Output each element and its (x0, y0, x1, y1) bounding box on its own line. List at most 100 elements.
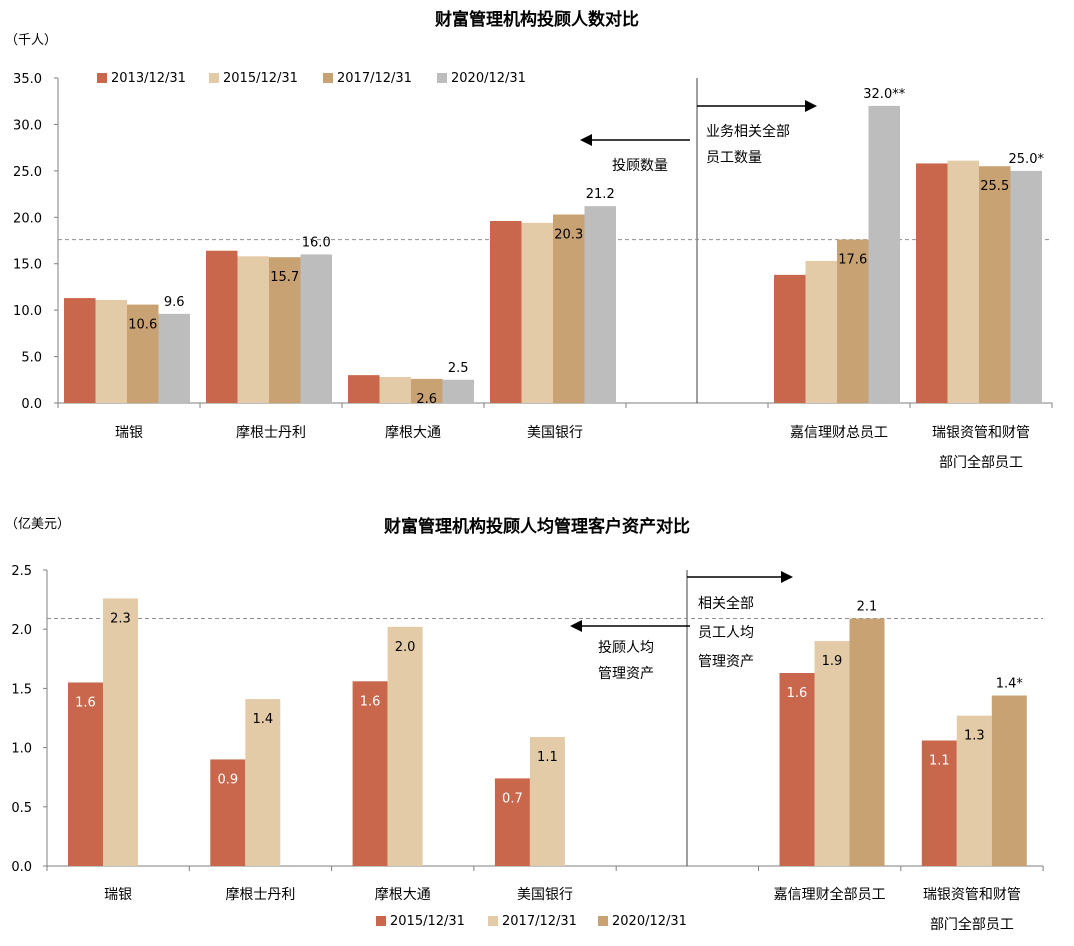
category-label: 瑞银资管和财管 (923, 887, 1021, 903)
bar-2020-12-31-cat6 (1010, 170, 1042, 403)
bar-2015-12-31-cat0 (95, 299, 127, 403)
y-tick-label: 25.0 (13, 165, 42, 180)
bar-2020-12-31-cat1 (300, 254, 332, 403)
data-label: 9.6 (164, 295, 185, 310)
legend-swatch (437, 73, 447, 83)
data-label: 20.3 (554, 228, 583, 243)
bar-2015-12-31-cat0 (68, 682, 103, 866)
chart2-plot: 0.0 0.5 1.0 1.5 2.0 2.5 1.6 2.3 0.9 1.4 1.6 2.0 0.7 1… (11, 564, 1044, 933)
legend-swatch (97, 73, 107, 83)
bar-2015-12-31-cat6 (947, 160, 979, 403)
right-arrow-head-icon (781, 571, 793, 583)
y-tick-label: 20.0 (13, 211, 42, 226)
data-label: 2.0 (395, 640, 416, 655)
legend-label: 2015/12/31 (390, 914, 465, 929)
bar-2015-12-31-cat3 (494, 778, 530, 866)
bar-2020-12-31-cat5 (868, 105, 900, 403)
y-tick-label: 1.5 (11, 682, 32, 697)
bar-2020-12-31-cat5 (849, 618, 885, 866)
legend-swatch (209, 73, 219, 83)
bar-2015-12-31-cat6 (921, 740, 957, 866)
category-label: 瑞银资管和财管 (932, 425, 1030, 441)
category-label: 嘉信理财总员工 (790, 425, 888, 441)
data-label: 21.2 (586, 187, 615, 202)
category-label: 部门全部员工 (939, 454, 1023, 471)
data-label: 1.6 (75, 695, 96, 710)
bar-2013-12-31-cat2 (348, 375, 380, 403)
y-tick-label: 0.0 (11, 860, 32, 875)
data-label: 2.3 (110, 611, 131, 626)
bar-2013-12-31-cat1 (206, 250, 238, 403)
legend-label: 2013/12/31 (111, 71, 186, 86)
left-annotation-text: 投顾人均 (598, 640, 654, 656)
data-label: 2.6 (416, 392, 437, 407)
category-label: 摩根士丹利 (225, 886, 295, 903)
category-label: 瑞银 (104, 887, 132, 903)
legend-label: 2015/12/31 (223, 71, 298, 86)
chart1-plot: 0.0 5.0 10.0 15.0 20.0 25.0 30.0 35.0 10.6 9.6 15.… (13, 71, 1053, 471)
right-annotation-text: 相关全部 (698, 595, 754, 612)
legend-swatch (598, 916, 608, 926)
bar-2013-12-31-cat6 (916, 163, 948, 403)
data-label: 0.9 (217, 772, 238, 787)
y-tick-label: 35.0 (13, 72, 42, 87)
y-tick-label: 2.5 (11, 564, 32, 579)
data-label: 1.4 (252, 712, 273, 727)
right-annotation-text: 管理资产 (698, 654, 754, 670)
data-label: 1.6 (360, 694, 381, 709)
y-tick-label: 10.0 (13, 304, 42, 319)
chart1-title: 财富管理机构投顾人数对比 (434, 9, 639, 30)
data-label: 10.6 (128, 318, 157, 333)
chart1-unit-label: （千人） (5, 33, 57, 48)
data-label: 1.1 (537, 750, 558, 765)
left-arrow-head-icon (570, 620, 582, 632)
legend-swatch (488, 916, 498, 926)
bar-2017-12-31-cat0 (103, 598, 138, 866)
data-label: 1.1 (929, 753, 950, 768)
y-tick-label: 0.0 (21, 397, 42, 412)
bar-2015-12-31-cat5 (805, 260, 837, 403)
data-label: 1.9 (822, 654, 843, 669)
category-label: 瑞银 (115, 425, 143, 441)
bar-2017-12-31-cat1 (269, 257, 301, 403)
bar-2020-12-31-cat3 (584, 206, 616, 403)
category-label: 摩根大通 (385, 424, 441, 441)
bar-2017-12-31-cat3 (553, 214, 585, 403)
legend-label: 2017/12/31 (337, 71, 412, 86)
bar-2017-12-31-cat2 (411, 378, 443, 403)
bar-2020-12-31-cat6 (991, 695, 1027, 866)
chart2-title: 财富管理机构投顾人均管理客户资产对比 (383, 516, 690, 537)
right-annotation-text: 员工数量 (706, 150, 762, 166)
data-label: 1.4* (996, 677, 1024, 692)
bar-2013-12-31-cat3 (490, 221, 522, 403)
bar-2015-12-31-cat1 (210, 759, 246, 866)
bar-2017-12-31-cat5 (837, 239, 869, 403)
bar-2020-12-31-cat2 (442, 379, 474, 403)
right-annotation-text: 业务相关全部 (706, 123, 790, 140)
left-annotation-text: 管理资产 (598, 666, 654, 682)
category-label: 摩根士丹利 (236, 424, 306, 441)
y-tick-label: 1.0 (11, 742, 32, 757)
data-label: 17.6 (838, 253, 867, 268)
data-label: 25.0* (1009, 152, 1045, 167)
y-tick-label: 30.0 (13, 118, 42, 133)
bar-2017-12-31-cat1 (245, 699, 281, 866)
left-arrow-head-icon (580, 134, 592, 146)
category-label: 美国银行 (527, 425, 583, 441)
chart2-unit-label: （亿美元） (5, 517, 70, 532)
data-label: 15.7 (270, 270, 299, 285)
data-label: 2.5 (448, 361, 469, 376)
bar-2013-12-31-cat0 (64, 298, 96, 403)
category-label: 美国银行 (517, 887, 573, 903)
bar-2017-12-31-cat6 (979, 166, 1011, 403)
bar-2017-12-31-cat3 (529, 736, 565, 866)
bar-2017-12-31-cat2 (387, 626, 423, 866)
right-annotation-text: 员工人均 (698, 625, 754, 641)
data-label: 1.3 (964, 729, 985, 744)
legend-swatch (323, 73, 333, 83)
category-label: 摩根大通 (375, 886, 431, 903)
legend-label: 2020/12/31 (612, 914, 687, 929)
legend-swatch (376, 916, 386, 926)
bar-2020-12-31-cat0 (158, 313, 190, 403)
